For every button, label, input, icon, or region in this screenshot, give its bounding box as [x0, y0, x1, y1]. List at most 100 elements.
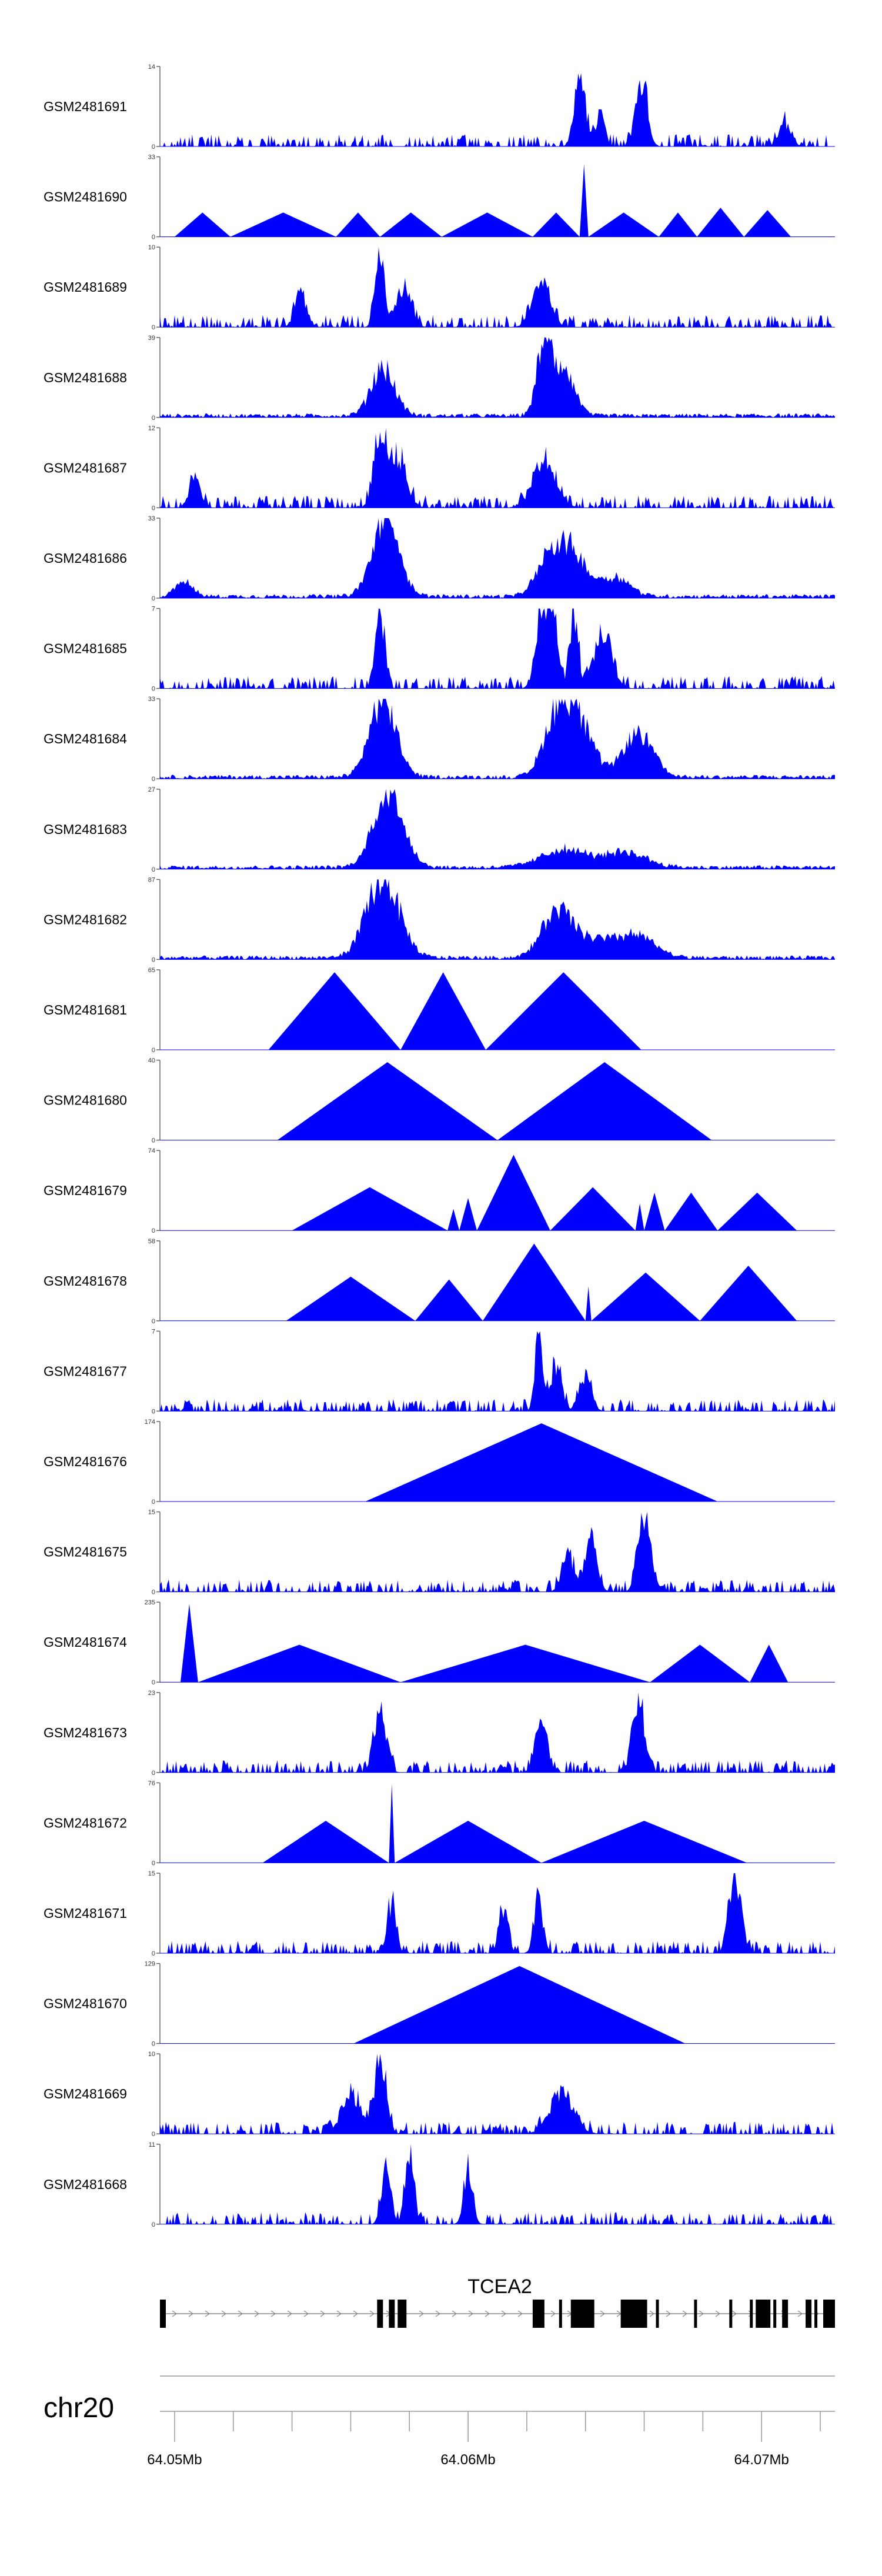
strand-arrow	[517, 2310, 523, 2317]
coverage-triangle	[541, 1820, 747, 1863]
track-GSM2481671: GSM2481671 15 0	[44, 1870, 835, 1957]
y-max-label: 74	[148, 1147, 155, 1154]
y-max-label: 23	[148, 1690, 155, 1697]
track-label: GSM2481670	[44, 1996, 127, 2011]
coverage-profile	[160, 1873, 835, 1953]
y-zero-label: 0	[152, 1137, 155, 1144]
exon-block	[750, 2300, 753, 2328]
track-label: GSM2481675	[44, 1544, 127, 1560]
coverage-profile	[160, 879, 835, 960]
coverage-triangle	[700, 1266, 797, 1321]
y-max-label: 33	[148, 515, 155, 522]
y-zero-label: 0	[152, 1227, 155, 1234]
coverage-triangle	[477, 1154, 550, 1231]
y-max-label: 10	[148, 244, 155, 251]
track-label: GSM2481685	[44, 641, 127, 656]
strand-arrow	[435, 2310, 441, 2317]
track-GSM2481670: GSM2481670 129 0	[44, 1961, 835, 2048]
coverage-triangle	[591, 1272, 700, 1321]
track-label: GSM2481679	[44, 1183, 127, 1198]
strand-arrow	[452, 2310, 457, 2317]
exon-block	[694, 2300, 697, 2328]
axis-tick-label: 64.07Mb	[734, 2452, 789, 2468]
y-zero-label: 0	[152, 686, 155, 693]
track-GSM2481687: GSM2481687 12 0	[44, 425, 835, 512]
coverage-triangle	[180, 1604, 198, 1683]
track-GSM2481685: GSM2481685 7 0	[44, 606, 835, 693]
track-GSM2481690: GSM2481690 33 0	[44, 154, 835, 241]
coverage-triangle	[365, 1423, 718, 1501]
y-zero-label: 0	[152, 2041, 155, 2048]
coverage-profile	[160, 73, 835, 146]
coverage-triangle	[447, 1209, 460, 1231]
y-max-label: 10	[148, 2051, 155, 2058]
track-label: GSM2481677	[44, 1363, 127, 1379]
y-max-label: 65	[148, 967, 155, 974]
y-max-label: 7	[152, 606, 155, 613]
strand-arrow	[172, 2310, 178, 2317]
exon-block	[756, 2300, 771, 2328]
track-GSM2481691: GSM2481691 14 0	[44, 64, 835, 151]
y-max-label: 76	[148, 1780, 155, 1787]
strand-arrow	[369, 2310, 375, 2317]
gene-name-label: TCEA2	[467, 2275, 532, 2298]
y-max-label: 15	[148, 1870, 155, 1877]
coverage-profile	[160, 1692, 835, 1773]
track-label: GSM2481673	[44, 1725, 127, 1740]
track-GSM2481686: GSM2481686 33 0	[44, 515, 835, 602]
y-max-label: 14	[148, 64, 155, 71]
track-label: GSM2481690	[44, 189, 127, 205]
strand-arrow	[287, 2310, 293, 2317]
y-max-label: 12	[148, 425, 155, 432]
track-label: GSM2481669	[44, 2086, 127, 2101]
strand-arrow	[336, 2310, 342, 2317]
y-zero-label: 0	[152, 324, 155, 331]
track-label: GSM2481686	[44, 550, 127, 566]
coverage-triangle	[497, 1062, 712, 1140]
strand-arrow	[600, 2310, 606, 2317]
coverage-triangle	[532, 212, 580, 237]
track-GSM2481681: GSM2481681 65 0	[44, 967, 835, 1054]
exon-block	[377, 2300, 383, 2328]
strand-arrow	[320, 2310, 326, 2317]
y-zero-label: 0	[152, 415, 155, 422]
coverage-triangle	[744, 210, 791, 237]
track-label: GSM2481681	[44, 1002, 127, 1017]
y-zero-label: 0	[152, 144, 155, 151]
track-GSM2481679: GSM2481679 74 0	[44, 1147, 835, 1234]
track-GSM2481682: GSM2481682 87 0	[44, 876, 835, 963]
strand-arrow	[501, 2310, 507, 2317]
strand-arrow	[419, 2310, 425, 2317]
y-zero-label: 0	[152, 1499, 155, 1506]
y-zero-label: 0	[152, 234, 155, 241]
y-zero-label: 0	[152, 1679, 155, 1686]
strand-arrow	[731, 2310, 737, 2317]
coverage-triangle	[717, 1192, 797, 1231]
strand-arrow	[221, 2310, 227, 2317]
track-GSM2481678: GSM2481678 58 0	[44, 1238, 835, 1325]
exon-block	[814, 2300, 818, 2328]
coverage-triangle	[644, 1192, 665, 1231]
exon-block	[656, 2300, 659, 2328]
coverage-triangle	[483, 1243, 586, 1321]
coverage-profile	[160, 337, 835, 418]
coverage-profile	[160, 518, 835, 598]
exon-block	[532, 2300, 544, 2328]
track-GSM2481676: GSM2481676 174 0	[44, 1419, 835, 1506]
track-GSM2481669: GSM2481669 10 0	[44, 2051, 835, 2138]
track-GSM2481674: GSM2481674 235 0	[44, 1599, 835, 1686]
exon-block	[773, 2300, 777, 2328]
coverage-triangle	[588, 212, 659, 237]
track-GSM2481672: GSM2481672 76 0	[44, 1780, 835, 1867]
y-zero-label: 0	[152, 505, 155, 512]
strand-arrow	[238, 2310, 243, 2317]
track-label: GSM2481680	[44, 1093, 127, 1108]
coverage-triangle	[292, 1187, 448, 1231]
strand-arrow	[649, 2310, 655, 2317]
exon-block	[620, 2300, 647, 2328]
track-GSM2481684: GSM2481684 33 0	[44, 696, 835, 783]
y-max-label: 235	[145, 1599, 155, 1606]
coverage-triangle	[650, 1644, 750, 1683]
coverage-triangle	[198, 1644, 401, 1683]
track-GSM2481688: GSM2481688 39 0	[44, 335, 835, 422]
